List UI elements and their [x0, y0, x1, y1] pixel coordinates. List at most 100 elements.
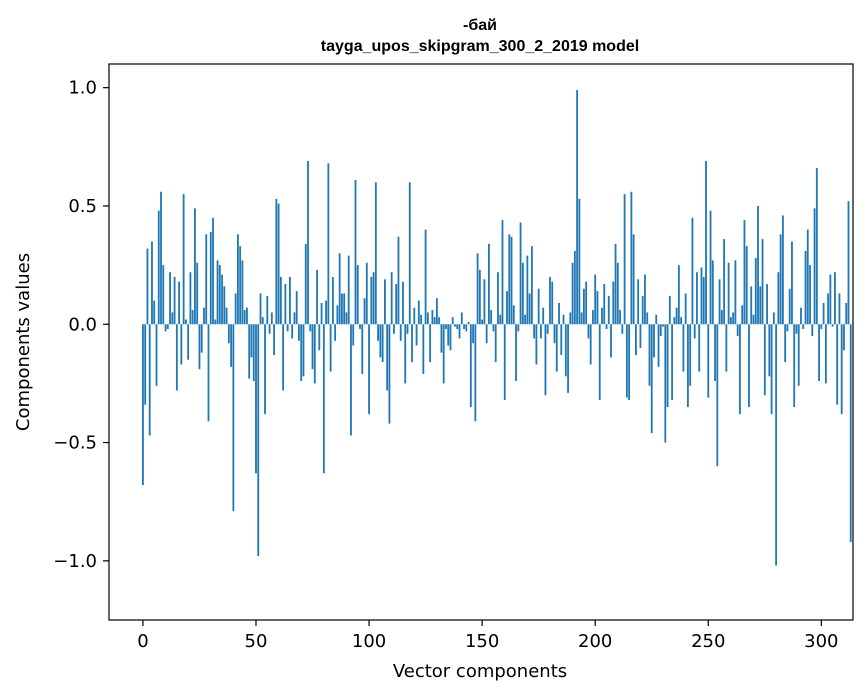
bar: [601, 307, 603, 325]
bar: [374, 182, 377, 325]
bar: [474, 324, 477, 422]
bar: [763, 324, 766, 396]
bar: [198, 324, 201, 370]
bar: [313, 324, 316, 384]
bar: [239, 246, 242, 325]
bar: [558, 302, 560, 325]
bar: [530, 246, 533, 325]
bar: [797, 324, 800, 386]
bar: [573, 250, 576, 325]
bar: [501, 220, 504, 325]
bar: [714, 324, 716, 382]
bar: [720, 310, 723, 325]
bar: [171, 312, 174, 325]
bar: [490, 310, 493, 325]
bar: [698, 324, 701, 372]
bar: [191, 310, 194, 325]
bar: [465, 324, 468, 332]
bar: [182, 194, 185, 325]
bar: [607, 295, 610, 325]
bar: [533, 324, 536, 339]
bar: [687, 324, 689, 408]
bar: [770, 324, 773, 415]
bar: [302, 324, 305, 377]
bar: [205, 234, 208, 325]
bar: [347, 255, 350, 325]
bar: [492, 324, 495, 332]
bar: [553, 324, 556, 344]
bar: [576, 90, 579, 325]
bar: [741, 305, 744, 325]
bar: [560, 324, 563, 356]
bar: [350, 324, 352, 436]
bar: [544, 324, 547, 396]
bar: [644, 274, 646, 325]
bar: [216, 260, 219, 325]
bar: [352, 324, 355, 346]
bar: [657, 324, 660, 367]
bar: [598, 324, 601, 400]
bar: [433, 317, 436, 325]
bar: [180, 324, 183, 365]
bar: [732, 312, 735, 325]
bar: [847, 201, 850, 325]
bar: [659, 324, 662, 337]
bar: [377, 324, 380, 341]
bar: [331, 276, 334, 325]
bar: [399, 324, 402, 341]
bar: [153, 300, 156, 325]
bar: [304, 243, 307, 325]
bar: [483, 279, 486, 325]
bar: [664, 324, 667, 443]
chart-title-line2: tayga_upos_skipgram_300_2_2019 model: [321, 38, 639, 55]
bar: [512, 305, 515, 325]
bar: [623, 194, 626, 325]
bar: [820, 324, 823, 329]
bar: [784, 324, 787, 363]
bar: [445, 324, 447, 329]
bar: [777, 272, 780, 325]
bar: [596, 291, 599, 325]
bar: [404, 324, 407, 384]
bar: [178, 281, 181, 325]
bar: [223, 286, 226, 325]
bar: [316, 269, 318, 325]
bar: [175, 324, 178, 391]
bar: [831, 324, 834, 327]
bar: [261, 317, 264, 325]
bar: [300, 324, 303, 382]
bar: [157, 210, 160, 325]
bar: [517, 324, 520, 332]
bar: [408, 182, 411, 325]
bar: [748, 324, 750, 408]
bar: [368, 324, 370, 415]
bar: [616, 262, 619, 325]
bar: [589, 324, 592, 365]
bar: [209, 231, 212, 325]
bar: [793, 324, 796, 408]
bar: [435, 298, 438, 325]
bar: [707, 324, 710, 398]
bar: [246, 307, 248, 325]
bar: [361, 324, 364, 374]
bar: [160, 191, 162, 325]
bar: [836, 324, 839, 405]
bar: [345, 312, 348, 325]
bar: [383, 279, 386, 325]
bar: [309, 324, 312, 332]
bar: [662, 324, 664, 327]
bar: [723, 239, 726, 325]
x-tick-label: 300: [804, 631, 838, 652]
bar: [499, 314, 502, 325]
bar: [727, 262, 730, 325]
bar: [478, 269, 481, 325]
bar: [580, 312, 583, 325]
bar: [702, 276, 705, 325]
bar: [467, 321, 470, 325]
bar: [840, 324, 843, 415]
bar: [454, 324, 456, 327]
bar: [422, 324, 425, 374]
bar: [813, 208, 816, 325]
bar: [671, 324, 673, 400]
bar: [277, 203, 280, 325]
